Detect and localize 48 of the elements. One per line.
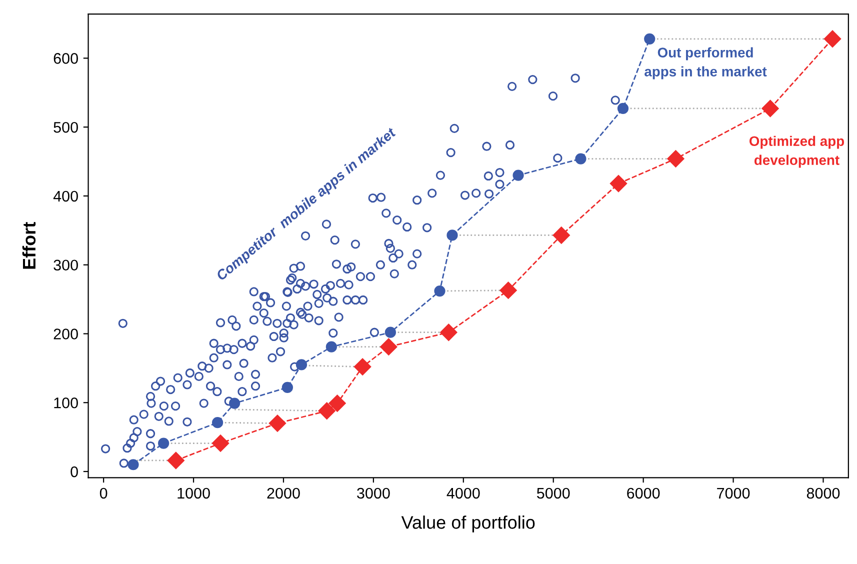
point bbox=[128, 459, 139, 470]
point bbox=[282, 382, 293, 394]
point bbox=[500, 282, 517, 299]
point bbox=[212, 434, 230, 452]
x-tick-label: 3000 bbox=[357, 488, 390, 499]
x-tick-label: 6000 bbox=[627, 488, 660, 499]
point bbox=[380, 338, 398, 356]
point bbox=[158, 438, 170, 449]
point bbox=[762, 100, 779, 118]
x-tick-label: 2000 bbox=[267, 488, 300, 499]
x-tick-label: 8000 bbox=[806, 488, 840, 499]
x-tick-label: 0 bbox=[100, 488, 108, 499]
point bbox=[212, 417, 224, 428]
point bbox=[446, 230, 458, 241]
point bbox=[296, 359, 308, 370]
point bbox=[228, 398, 240, 409]
point bbox=[384, 326, 396, 338]
x-tick-label: 4000 bbox=[446, 488, 480, 499]
point bbox=[318, 402, 336, 420]
y-tick-label: 500 bbox=[54, 122, 78, 133]
point bbox=[617, 102, 629, 114]
point bbox=[268, 414, 286, 432]
y-tick-label: 200 bbox=[54, 328, 78, 340]
point bbox=[575, 153, 586, 164]
point bbox=[512, 170, 524, 181]
series-label: Optimized app development bbox=[749, 136, 844, 168]
y-tick-label: 100 bbox=[54, 397, 78, 408]
y-tick-label: 300 bbox=[54, 260, 78, 271]
y-tick-label: 0 bbox=[70, 466, 78, 478]
x-tick-label: 7000 bbox=[717, 488, 750, 499]
point bbox=[824, 30, 842, 48]
x-tick-label: 5000 bbox=[536, 488, 570, 499]
y-axis-title: Effort bbox=[22, 222, 36, 269]
point bbox=[440, 324, 458, 341]
point bbox=[326, 341, 337, 352]
x-axis-title: Value of portfolio bbox=[401, 516, 535, 532]
y-tick-label: 400 bbox=[53, 190, 78, 202]
point bbox=[610, 175, 628, 192]
y-tick-label: 600 bbox=[54, 53, 78, 64]
point bbox=[354, 358, 372, 376]
x-tick-label: 1000 bbox=[178, 488, 210, 499]
point bbox=[552, 226, 570, 244]
series-label: Out performed apps in the market bbox=[644, 47, 767, 80]
point bbox=[644, 33, 656, 44]
point bbox=[328, 394, 346, 412]
point bbox=[167, 452, 184, 470]
point bbox=[667, 150, 684, 168]
point bbox=[434, 285, 446, 297]
